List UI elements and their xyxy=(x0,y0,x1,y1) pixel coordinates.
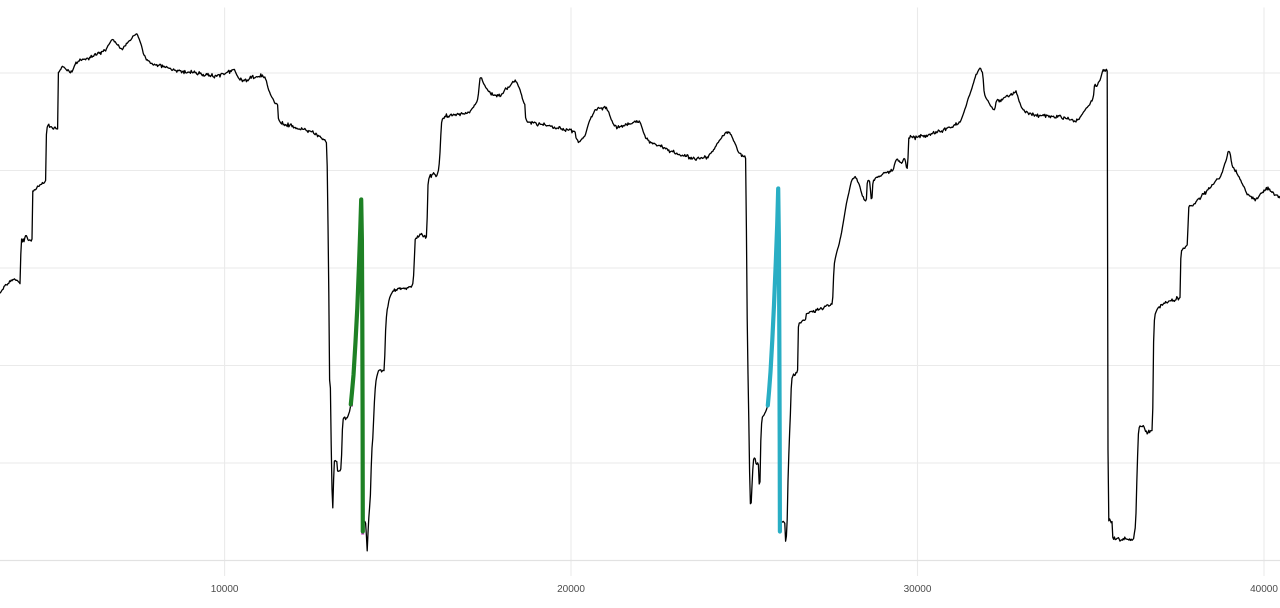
svg-text:20000: 20000 xyxy=(557,584,585,595)
svg-text:40000: 40000 xyxy=(1250,584,1278,595)
svg-text:10000: 10000 xyxy=(211,584,239,595)
svg-text:30000: 30000 xyxy=(904,584,932,595)
